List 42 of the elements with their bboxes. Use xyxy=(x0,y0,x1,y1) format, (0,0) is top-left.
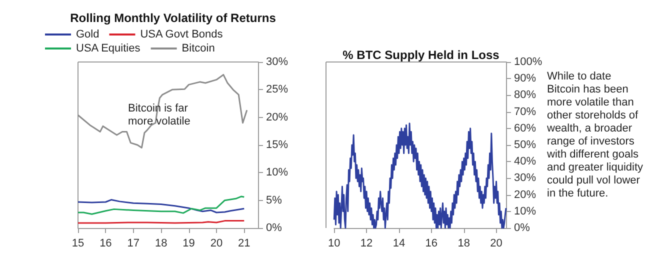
x-tick-label: 15 xyxy=(72,238,84,250)
legend-label: USA Equities xyxy=(76,42,141,54)
x-tick-label: 16 xyxy=(100,238,112,250)
text: While to date Bitcoin has been more volatile than other storeholds of wealth, a broader range of investors with different goals and greater liquidity could pull vol lower in the future. xyxy=(547,70,644,200)
chart-title: % BTC Supply Held in Loss xyxy=(342,48,500,62)
y-tick-label: 30% xyxy=(514,172,536,184)
x-tick-label: 18 xyxy=(154,238,168,250)
legend-label: Gold xyxy=(76,28,100,40)
y-tick-label: 10% xyxy=(514,205,536,218)
x-tick-label: 16 xyxy=(425,238,438,250)
legend-label: USA Govt Bonds xyxy=(140,28,224,40)
line-series xyxy=(77,74,248,149)
x-tick-label: 20 xyxy=(210,238,223,250)
y-tick-label: 30% xyxy=(266,56,288,68)
y-tick-label: 60% xyxy=(514,122,536,134)
y-tick-label: 50% xyxy=(514,139,536,151)
y-tick-label: 25% xyxy=(266,84,288,96)
y-tick-label: 70% xyxy=(514,106,536,118)
y-tick-label: 5% xyxy=(266,194,282,206)
x-tick-label: 14 xyxy=(392,238,406,250)
x-tick-label: 12 xyxy=(360,238,373,250)
x-tick-label: 19 xyxy=(182,238,195,250)
line-series xyxy=(77,199,245,214)
y-tick-label: 100% xyxy=(514,56,542,68)
x-tick-label: 17 xyxy=(127,238,140,250)
y-tick-label: 40% xyxy=(514,156,536,168)
legend-label: Bitcoin xyxy=(182,42,215,54)
annotation: Bitcoin is far more volatile xyxy=(128,102,191,128)
x-tick-label: 21 xyxy=(238,238,250,250)
y-tick-label: 10% xyxy=(266,166,288,179)
y-tick-label: 15% xyxy=(266,139,288,151)
y-tick-label: 20% xyxy=(514,188,536,201)
y-tick-label: 90% xyxy=(514,72,536,85)
y-tick-label: 80% xyxy=(514,89,536,102)
x-tick-label: 10 xyxy=(328,238,340,250)
y-tick-label: 0% xyxy=(266,222,282,234)
x-tick-label: 18 xyxy=(458,238,470,250)
y-tick-label: 0% xyxy=(514,222,530,234)
y-tick-label: 20% xyxy=(266,111,288,124)
line-series xyxy=(77,196,245,215)
chart-title: Rolling Monthly Volatility of Returns xyxy=(70,11,276,25)
x-tick-label: 20 xyxy=(490,238,502,250)
